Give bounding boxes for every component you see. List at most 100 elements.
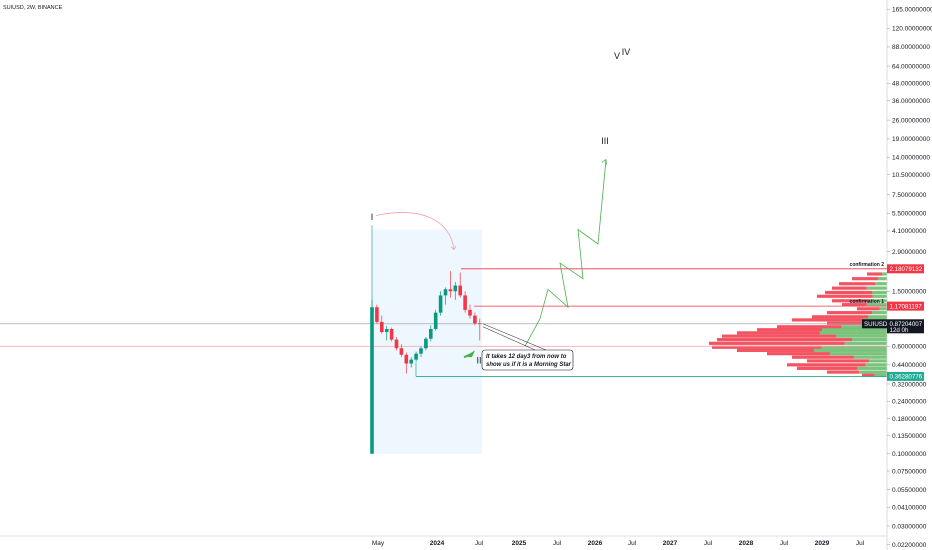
callout-pointer — [482, 326, 536, 351]
volume-profile-bar-buy — [866, 303, 887, 307]
volume-profile-bar-buy — [879, 307, 887, 311]
candle-body[interactable] — [458, 285, 462, 296]
volume-profile-bar-sell — [862, 373, 875, 377]
wave-label: III — [601, 136, 609, 146]
volume-profile-bar-sell — [792, 355, 854, 359]
volume-profile-bar-sell — [857, 307, 880, 311]
volume-profile-bar-sell — [797, 366, 858, 370]
time-tick-label: 2029 — [815, 540, 830, 547]
candle-body[interactable] — [370, 307, 374, 454]
volume-profile-bar-sell — [827, 321, 871, 325]
candle-body[interactable] — [478, 323, 482, 325]
level-price-tag[interactable] — [887, 371, 924, 381]
volume-profile-bar-sell — [792, 318, 864, 322]
price-tick-label: 26.00000000 — [892, 117, 930, 124]
volume-profile-bar-sell — [832, 299, 871, 303]
volume-profile-bar-buy — [870, 299, 887, 303]
volume-profile-bar-sell — [825, 290, 873, 295]
volume-profile-bar-sell — [807, 359, 870, 363]
price-tick-label: 4.10000000 — [892, 228, 927, 235]
candle-body[interactable] — [419, 348, 423, 354]
time-axis[interactable]: May 2024 Jul 2025 Jul 2026 Jul 2027 Jul 2028 Jul 20… — [0, 535, 887, 547]
candle-body[interactable] — [404, 354, 409, 364]
price-axis[interactable]: 165.00000000 120.00000000 88.00000000 64.00… — [862, 0, 932, 550]
volume-profile-bar-buy — [813, 348, 887, 352]
price-tick-label: 0.05500000 — [892, 487, 927, 494]
volume-profile-bar-buy — [857, 366, 887, 370]
candle-body[interactable] — [375, 307, 379, 322]
level-price-tag-text: 1.17081197 — [890, 303, 923, 310]
annotation-text: show us if it is a Morning Star — [486, 362, 572, 368]
projection-path[interactable] — [524, 159, 607, 347]
price-tick-label: 0.07500000 — [892, 468, 927, 475]
candle-body[interactable] — [433, 312, 438, 329]
price-tick-label: 88.00000000 — [892, 44, 930, 51]
price-tick-label: 0.02200000 — [892, 542, 927, 549]
symbol-tag — [862, 319, 887, 329]
current-price-text: 0.87204007 — [890, 321, 923, 328]
volume-profile-bar-buy — [829, 352, 887, 356]
level-price-tag[interactable] — [887, 264, 924, 274]
candle-body[interactable] — [409, 359, 413, 364]
annotation-box[interactable] — [481, 349, 574, 371]
price-tick-label: 0.10000000 — [892, 451, 927, 458]
candle-body[interactable] — [443, 289, 448, 296]
wave-label: V — [614, 51, 620, 61]
volume-profile-bar-buy — [872, 311, 887, 315]
volume-profile-bar-sell — [817, 294, 873, 298]
level-price-tag-text: 0.36280776 — [890, 374, 923, 381]
candle-body[interactable] — [448, 289, 453, 292]
candle-body[interactable] — [453, 285, 458, 292]
wave-label: IV — [622, 47, 631, 57]
volume-profile-bar-sell — [867, 272, 882, 276]
volume-profile-bar-sell — [842, 303, 867, 307]
candle-body[interactable] — [463, 295, 467, 310]
candle-body[interactable] — [468, 309, 472, 316]
projection-arrowhead — [601, 159, 607, 165]
volume-profile-bar-sell — [827, 311, 872, 315]
volume-profile-bar-sell — [827, 370, 860, 374]
volume-profile-bar-sell — [737, 348, 814, 352]
time-tick-label: 2025 — [512, 540, 527, 547]
time-tick-label: Jul — [780, 540, 789, 547]
time-tick-label: Jul — [628, 540, 637, 547]
candle-body[interactable] — [429, 328, 433, 339]
current-price-tag[interactable] — [887, 319, 924, 334]
level-label: confirmation 1 — [850, 299, 885, 305]
level-label: confirmation 2 — [850, 262, 885, 268]
volume-profile-bar-buy — [859, 370, 887, 374]
candle-body[interactable] — [473, 315, 477, 324]
candle-body[interactable] — [414, 353, 418, 360]
time-tick-label: May — [372, 540, 385, 547]
wave-label: II — [476, 355, 481, 365]
volume-profile-bar-buy — [878, 277, 887, 281]
candle-body[interactable] — [394, 339, 399, 349]
symbol-tag-text: SUIUSD — [864, 321, 888, 328]
level-price-tag[interactable] — [887, 301, 924, 311]
candle-body[interactable] — [399, 348, 404, 355]
volume-profile-bar-sell — [852, 277, 879, 281]
price-tick-label: 0.18000000 — [892, 416, 927, 423]
volume-profile-bar-buy — [869, 359, 887, 363]
price-tick-label: 10.50000000 — [892, 172, 930, 179]
volume-profile-bar-buy — [865, 363, 887, 367]
candle-body[interactable] — [389, 328, 394, 340]
price-tick-label: 2.90000000 — [892, 249, 927, 256]
volume-profile-bar-sell — [709, 341, 845, 345]
time-tick-label: Jul — [856, 540, 865, 547]
volume-profile-bar-buy — [874, 373, 887, 377]
price-tick-label: 19.00000000 — [892, 136, 930, 143]
candle-body[interactable] — [424, 338, 428, 349]
time-tick-label: 2024 — [430, 540, 445, 547]
time-tick-label: 2027 — [663, 540, 678, 547]
candle-body[interactable] — [384, 328, 389, 333]
volume-profile-bar-buy — [872, 294, 887, 298]
volume-profile-bar-buy — [844, 341, 887, 345]
candle-body[interactable] — [438, 295, 443, 313]
annotation-text: It takes 12 day3 from now to — [486, 354, 567, 360]
price-tick-label: 14.00000000 — [892, 155, 930, 162]
price-tick-label: 1.50000000 — [892, 289, 927, 296]
candle-body[interactable] — [380, 321, 384, 333]
